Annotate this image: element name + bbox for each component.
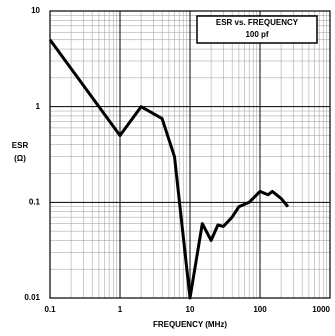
y-tick-label: 1 — [36, 102, 41, 111]
y-tick-label: 0.1 — [29, 197, 41, 206]
x-tick-label: 0.1 — [44, 305, 56, 314]
data-line — [48, 38, 290, 300]
x-tick-label: 1 — [118, 305, 123, 314]
x-tick-label: 100 — [253, 305, 267, 314]
x-axis-label: FREQUENCY (MHz) — [153, 320, 227, 329]
y-axis-label: (Ω) — [14, 154, 26, 163]
title-box — [196, 15, 318, 44]
chart-subtitle: 100 pf — [245, 30, 268, 39]
x-tick-label: 10 — [186, 305, 195, 314]
y-tick-label: 0.01 — [24, 293, 40, 302]
y-tick-label: 10 — [31, 6, 40, 15]
y-axis-label: ESR — [12, 141, 29, 150]
chart-title: ESR vs. FREQUENCY — [216, 18, 299, 27]
x-tick-label: 1000 — [312, 305, 330, 314]
